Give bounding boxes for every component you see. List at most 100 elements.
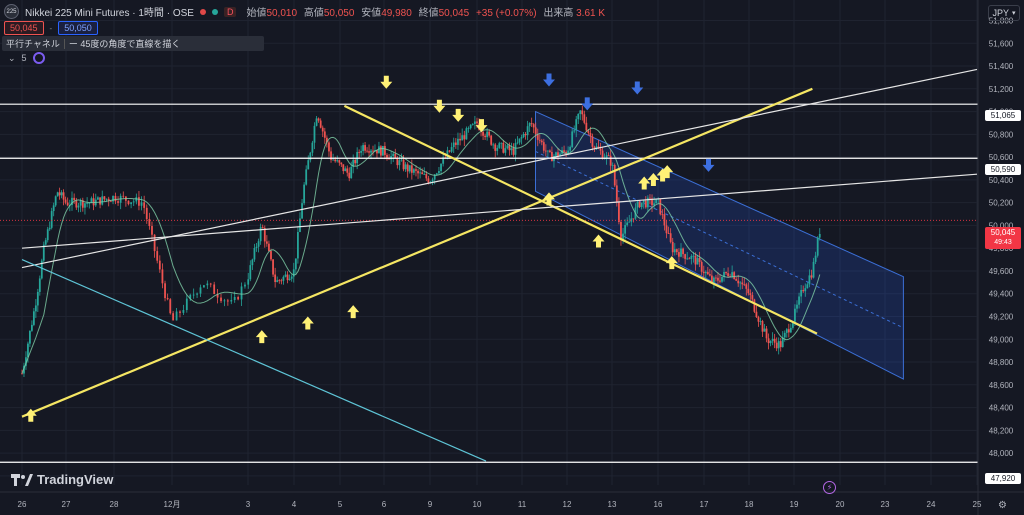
candle-body bbox=[800, 290, 803, 297]
candle-body bbox=[415, 169, 417, 171]
candle-body bbox=[812, 261, 815, 278]
sell-button[interactable]: 50,045 bbox=[4, 21, 44, 35]
candle-body bbox=[540, 140, 543, 143]
price-label-51065: 51,065 bbox=[985, 110, 1021, 121]
candle-body bbox=[257, 241, 260, 247]
candle-body bbox=[344, 168, 347, 172]
candle-body bbox=[771, 338, 774, 341]
candle-body bbox=[46, 229, 49, 241]
candle-body bbox=[71, 197, 73, 206]
candle-body bbox=[332, 159, 334, 161]
up-arrow-marker bbox=[647, 173, 660, 187]
candle-body bbox=[148, 219, 151, 227]
candle-body bbox=[286, 274, 289, 281]
time-tick-label: 18 bbox=[745, 500, 754, 509]
candle-body bbox=[313, 125, 316, 143]
candle-body bbox=[461, 135, 464, 141]
currency-label: JPY bbox=[992, 8, 1009, 18]
price-label-50590: 50,590 bbox=[985, 164, 1021, 175]
candle-body bbox=[209, 283, 212, 285]
candle-body bbox=[158, 260, 161, 270]
candle-body bbox=[440, 163, 442, 172]
candle-body bbox=[240, 286, 243, 300]
candle-body bbox=[671, 241, 674, 253]
up-arrow-marker bbox=[301, 316, 314, 330]
candle-body bbox=[317, 118, 320, 121]
candle-body bbox=[247, 279, 250, 285]
tool-angle-line[interactable]: ー 45度の角度で直線を描く bbox=[68, 39, 181, 49]
indicator-count[interactable]: 5 bbox=[21, 53, 27, 63]
candle-body bbox=[741, 282, 744, 285]
down-arrow-marker bbox=[631, 81, 644, 95]
price-axis: 51,80051,60051,40051,20051,00050,80050,6… bbox=[977, 0, 1014, 515]
candle-body bbox=[696, 258, 699, 265]
candle-body bbox=[504, 148, 507, 153]
candle-body bbox=[354, 159, 357, 164]
candle-body bbox=[500, 142, 503, 144]
candle-body bbox=[731, 272, 734, 277]
candle-body bbox=[378, 146, 380, 154]
candle-body bbox=[761, 321, 764, 332]
down-arrow-marker bbox=[452, 108, 465, 122]
candle-body bbox=[52, 205, 55, 212]
price-tick-label: 50,400 bbox=[989, 176, 1014, 185]
candle-body bbox=[48, 227, 51, 230]
candle-body bbox=[725, 272, 727, 274]
tool-parallel-channel[interactable]: 平行チャネル bbox=[6, 39, 60, 49]
settings-gear-icon[interactable]: ⚙ bbox=[998, 500, 1007, 511]
chevron-down-icon: ▾ bbox=[1012, 10, 1016, 17]
candle-body bbox=[406, 164, 409, 172]
candle-body bbox=[292, 269, 295, 277]
time-axis: 26 27 28 12月 3 4 5 6 9 10 11 12 13 16 17 18 19 20 23 24 25 bbox=[0, 491, 1024, 509]
candle-body bbox=[402, 159, 405, 170]
candle-body bbox=[319, 120, 322, 128]
price-tick-label: 48,400 bbox=[989, 404, 1014, 413]
candle-body bbox=[299, 218, 301, 233]
candle-body bbox=[358, 152, 361, 153]
candle-body bbox=[249, 265, 252, 280]
candle-body bbox=[270, 251, 272, 260]
candle-body bbox=[781, 337, 784, 348]
candle-body bbox=[486, 131, 489, 138]
candle-body bbox=[223, 300, 226, 302]
candle-body bbox=[599, 148, 602, 151]
candle-body bbox=[169, 299, 172, 314]
candle-body bbox=[103, 196, 106, 200]
candle-body bbox=[735, 278, 738, 281]
candle-body bbox=[419, 172, 422, 174]
candle-body bbox=[328, 142, 330, 152]
candle-body bbox=[700, 261, 703, 272]
time-tick-label: 19 bbox=[790, 500, 799, 509]
candle-body bbox=[226, 300, 229, 302]
candle-body bbox=[609, 155, 612, 166]
tradingview-logo: TradingView bbox=[11, 472, 113, 487]
candle-body bbox=[630, 218, 633, 222]
candle-body bbox=[644, 200, 647, 208]
time-tick-label: 16 bbox=[654, 500, 663, 509]
time-tick-label: 13 bbox=[608, 500, 617, 509]
down-arrow-marker bbox=[543, 73, 555, 87]
trendline-white bbox=[21, 68, 978, 269]
indicator-settings-icon[interactable] bbox=[32, 52, 45, 64]
up-arrow-marker bbox=[661, 165, 674, 179]
replay-icon[interactable]: ⚡ bbox=[823, 481, 836, 494]
collapse-indicators-icon[interactable]: ⌄ bbox=[8, 52, 16, 63]
candle-body bbox=[360, 151, 363, 153]
price-tick-label: 48,000 bbox=[989, 449, 1014, 458]
candle-body bbox=[109, 200, 112, 202]
buy-button[interactable]: 50,050 bbox=[58, 21, 98, 35]
candle-body bbox=[636, 201, 639, 208]
candle-body bbox=[607, 155, 610, 157]
currency-selector[interactable]: JPY ▾ bbox=[988, 5, 1020, 21]
brand-name: TradingView bbox=[37, 472, 114, 487]
symbol-title[interactable]: Nikkei 225 Mini Futures · 1時間 · OSE bbox=[25, 8, 194, 19]
candle-body bbox=[528, 123, 531, 127]
candle-body bbox=[261, 227, 264, 229]
candle-body bbox=[512, 148, 515, 155]
candle-body bbox=[362, 145, 364, 152]
up-arrow-marker bbox=[255, 330, 268, 344]
candle-body bbox=[32, 311, 35, 325]
candle-body bbox=[38, 278, 41, 292]
candle-body bbox=[182, 309, 185, 313]
